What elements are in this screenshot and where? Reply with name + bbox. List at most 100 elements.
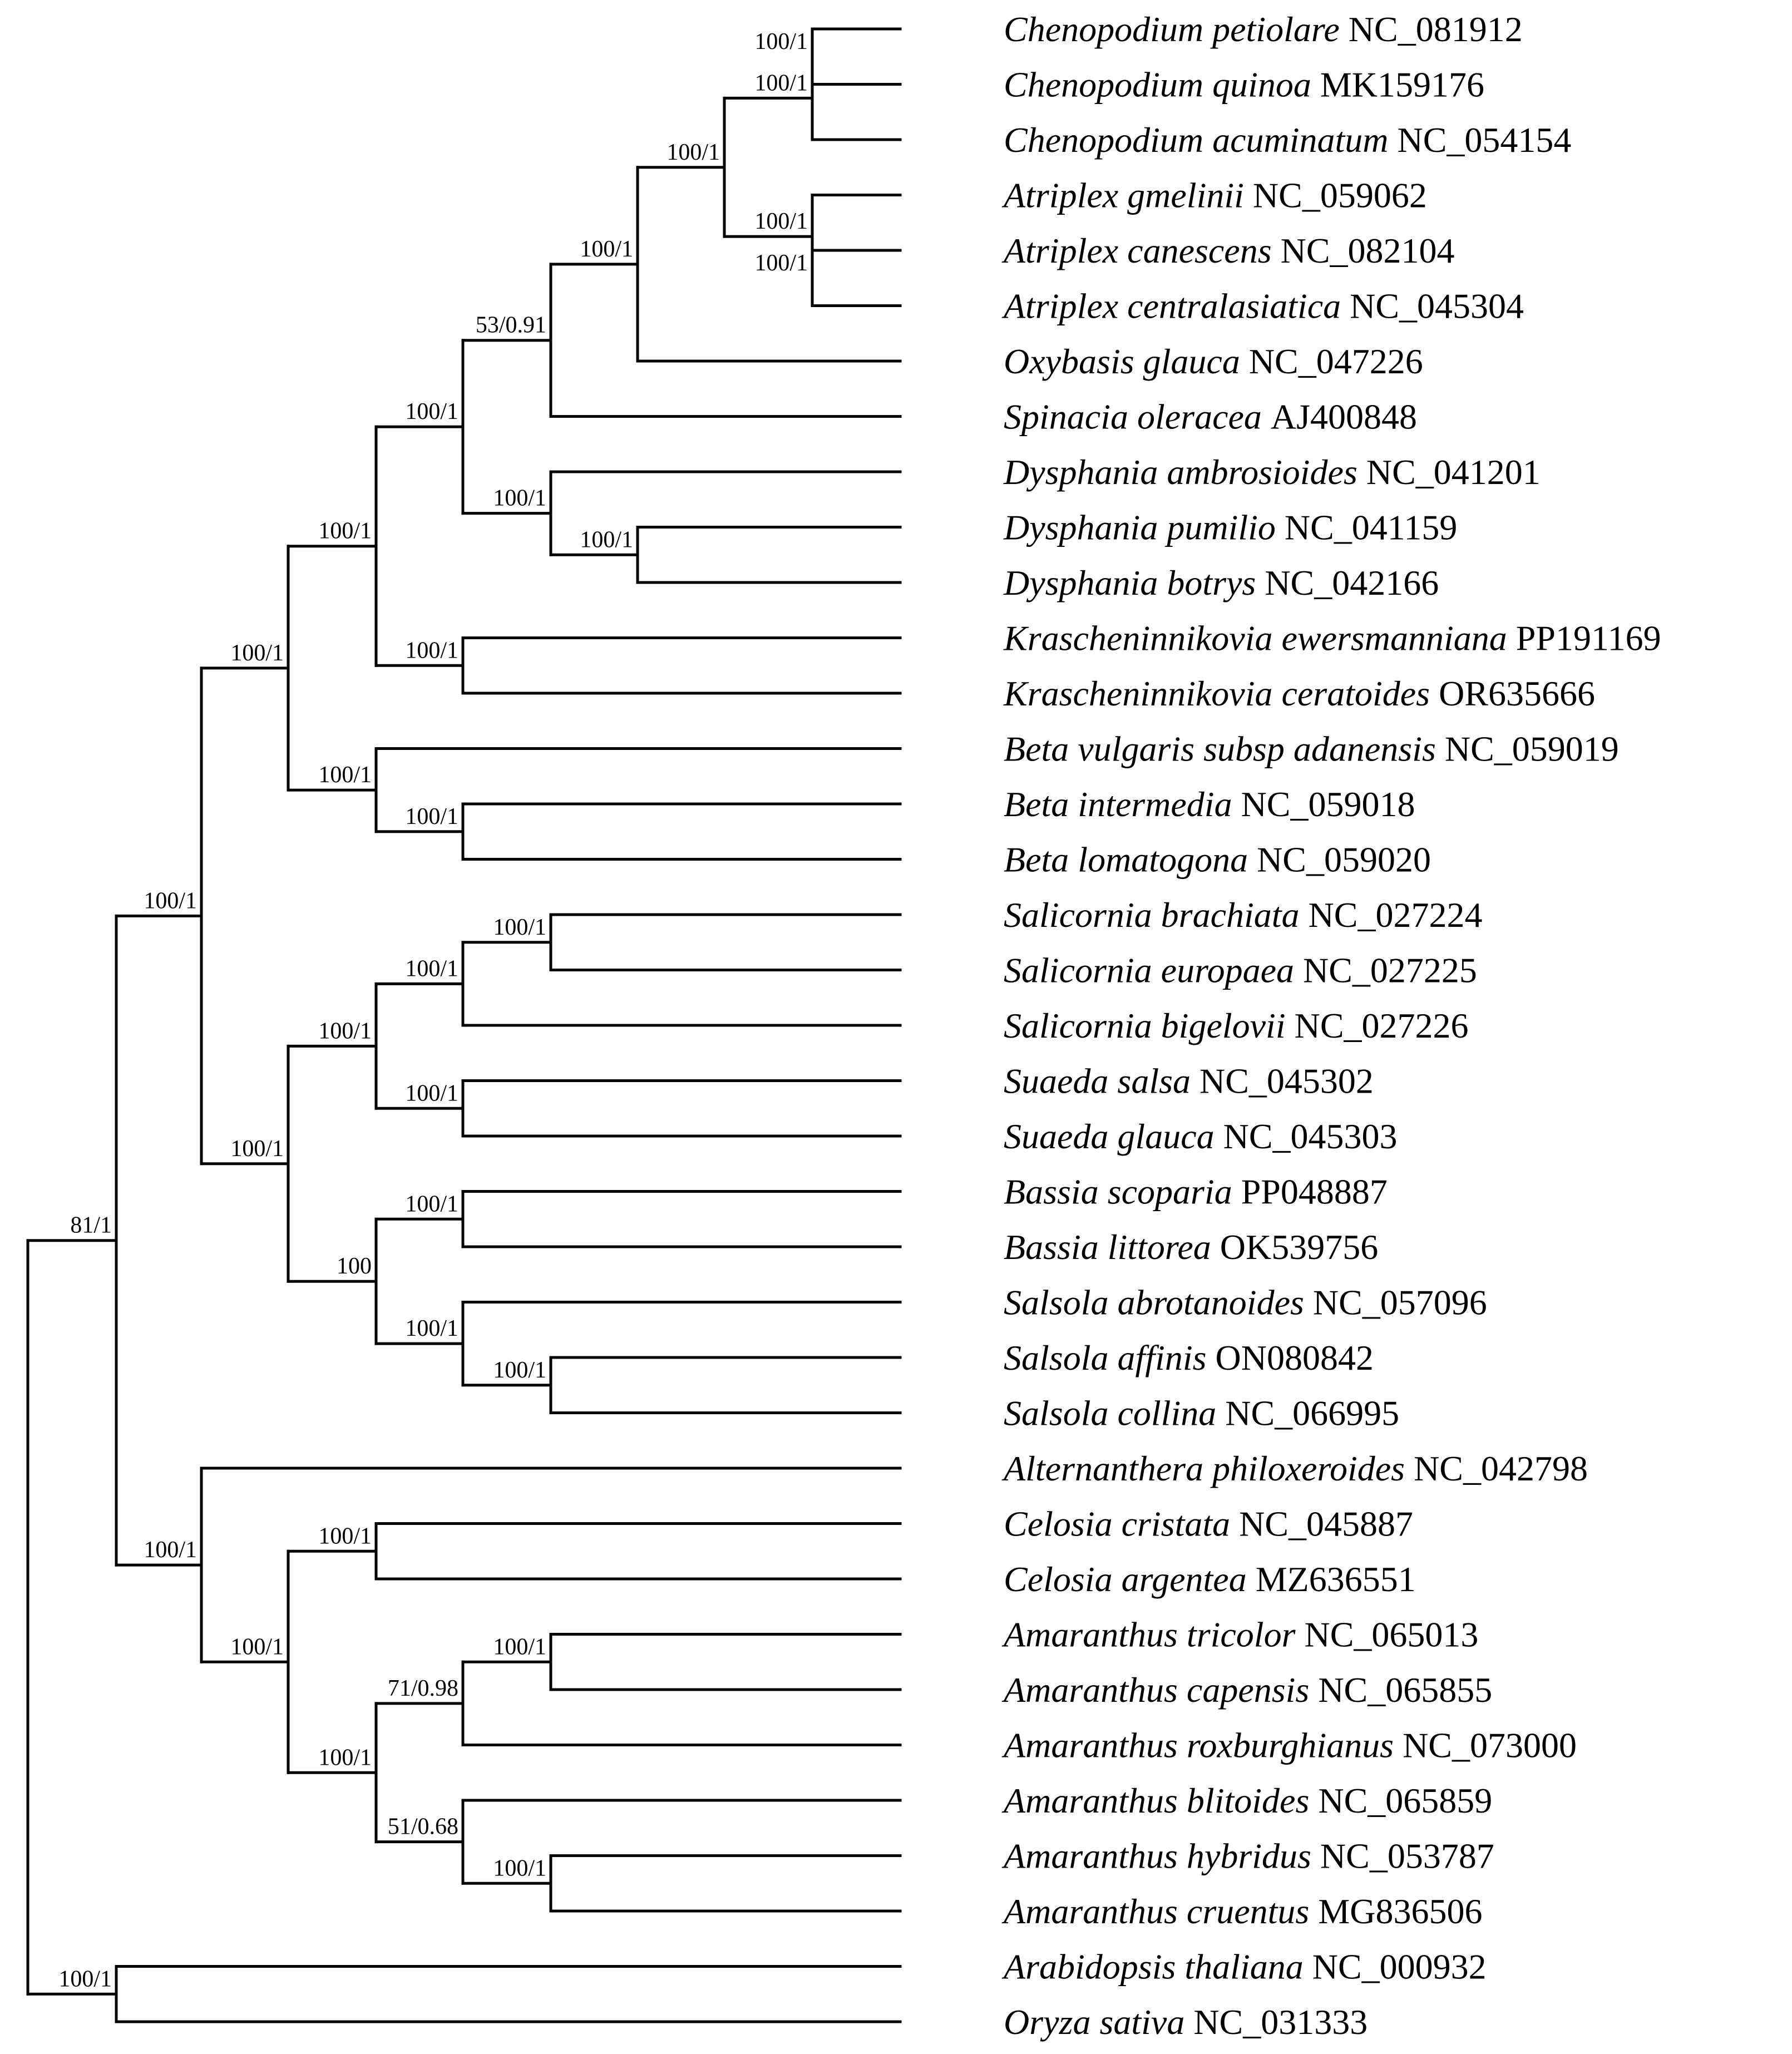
tip-label: Dysphania botrys NC_042166 <box>1003 563 1439 603</box>
support-value: 100/1 <box>667 140 720 165</box>
accession-number: NC_073000 <box>1394 1726 1577 1765</box>
support-value: 100/1 <box>144 1537 197 1563</box>
species-name: Amaranthus capensis <box>1001 1670 1309 1710</box>
tip-label: Amaranthus cruentus MG836506 <box>1001 1892 1482 1931</box>
accession-number: NC_045302 <box>1191 1061 1374 1101</box>
species-name: Suaeda salsa <box>1004 1061 1191 1101</box>
tip-label: Krascheninnikovia ewersmanniana PP191169 <box>1003 619 1661 658</box>
species-name: Chenopodium petiolare <box>1004 9 1340 49</box>
tip-label: Chenopodium petiolare NC_081912 <box>1004 9 1523 49</box>
accession-number: NC_053787 <box>1311 1836 1494 1876</box>
accession-number: OK539756 <box>1211 1227 1378 1267</box>
support-value: 100/1 <box>493 486 546 511</box>
support-value: 100/1 <box>318 762 372 788</box>
species-name: Salicornia europaea <box>1004 951 1294 990</box>
tip-label: Amaranthus capensis NC_065855 <box>1001 1670 1492 1710</box>
support-value: 71/0.98 <box>388 1676 458 1701</box>
species-name: Salicornia brachiata <box>1004 895 1300 935</box>
accession-number: NC_082104 <box>1272 231 1455 270</box>
accession-number: NC_045304 <box>1341 287 1524 326</box>
species-name: Salsola collina <box>1004 1394 1216 1433</box>
species-name: Amaranthus tricolor <box>1001 1615 1296 1655</box>
species-name: Amaranthus cruentus <box>1001 1892 1309 1931</box>
species-name: Bassia littorea <box>1004 1227 1211 1267</box>
support-value: 100/1 <box>405 638 458 663</box>
support-value: 100/1 <box>493 1634 546 1660</box>
accession-number: NC_041159 <box>1276 508 1458 547</box>
species-name: Salicornia bigelovii <box>1004 1006 1286 1045</box>
support-value: 100/1 <box>405 1191 458 1217</box>
support-value: 100/1 <box>318 1523 372 1549</box>
tip-label: Amaranthus tricolor NC_065013 <box>1001 1615 1478 1655</box>
support-value: 100/1 <box>230 1136 284 1162</box>
tip-label: Beta intermedia NC_059018 <box>1004 784 1415 824</box>
species-name: Bassia scoparia <box>1004 1172 1232 1212</box>
accession-number: PP191169 <box>1507 619 1661 658</box>
species-name: Chenopodium acuminatum <box>1004 120 1389 160</box>
tip-label: Chenopodium acuminatum NC_054154 <box>1004 120 1571 160</box>
accession-number: NC_031333 <box>1184 2002 1368 2042</box>
tip-label: Salicornia brachiata NC_027224 <box>1004 895 1482 935</box>
tip-label: Oryza sativa NC_031333 <box>1004 2002 1368 2042</box>
species-name: Krascheninnikovia ewersmanniana <box>1003 619 1507 658</box>
support-value: 53/0.91 <box>476 313 546 338</box>
accession-number: NC_059062 <box>1244 176 1427 215</box>
tip-label: Dysphania ambrosioides NC_041201 <box>1003 452 1541 492</box>
support-value: 100/1 <box>405 1316 458 1341</box>
tip-label: Amaranthus hybridus NC_053787 <box>1001 1836 1494 1876</box>
species-name: Krascheninnikovia ceratoides <box>1003 674 1430 713</box>
accession-number: NC_065855 <box>1309 1670 1492 1710</box>
accession-number: NC_027226 <box>1286 1006 1469 1045</box>
species-name: Dysphania ambrosioides <box>1003 452 1357 492</box>
accession-number: MZ636551 <box>1247 1559 1416 1599</box>
tip-label: Salsola collina NC_066995 <box>1004 1394 1399 1433</box>
species-name: Alternanthera philoxeroides <box>1001 1449 1405 1488</box>
species-name: Dysphania pumilio <box>1003 508 1276 547</box>
accession-number: NC_042798 <box>1405 1449 1588 1488</box>
accession-number: NC_081912 <box>1340 9 1523 49</box>
support-value: 100/1 <box>493 1357 546 1383</box>
species-name: Arabidopsis thaliana <box>1001 1947 1304 1987</box>
species-name: Oryza sativa <box>1004 2002 1184 2042</box>
support-value: 100 <box>337 1253 372 1279</box>
accession-number: NC_057096 <box>1304 1283 1487 1322</box>
accession-number: NC_027224 <box>1300 895 1483 935</box>
tip-label: Dysphania pumilio NC_041159 <box>1003 508 1457 547</box>
tip-label: Salicornia europaea NC_027225 <box>1004 951 1477 990</box>
accession-number: NC_000932 <box>1304 1947 1487 1987</box>
tip-label: Salsola abrotanoides NC_057096 <box>1004 1283 1487 1322</box>
tip-label: Celosia cristata NC_045887 <box>1004 1504 1413 1544</box>
support-value: 100/1 <box>405 956 458 981</box>
species-name: Atriplex centralasiatica <box>1001 287 1341 326</box>
tip-label: Krascheninnikovia ceratoides OR635666 <box>1003 674 1595 713</box>
accession-number: ON080842 <box>1207 1338 1374 1377</box>
support-value: 100/1 <box>493 1855 546 1881</box>
support-value: 100/1 <box>493 915 546 940</box>
species-name: Suaeda glauca <box>1004 1117 1215 1156</box>
tip-label: Suaeda salsa NC_045302 <box>1004 1061 1374 1101</box>
support-value: 100/1 <box>405 1080 458 1106</box>
tip-label: Bassia scoparia PP048887 <box>1004 1172 1388 1212</box>
tip-label: Celosia argentea MZ636551 <box>1004 1559 1416 1599</box>
species-name: Celosia argentea <box>1004 1559 1247 1599</box>
tip-label: Suaeda glauca NC_045303 <box>1004 1117 1398 1156</box>
species-name: Celosia cristata <box>1004 1504 1230 1544</box>
tip-label: Beta vulgaris subsp adanensis NC_059019 <box>1004 729 1619 769</box>
support-value: 100/1 <box>405 804 458 830</box>
accession-number: PP048887 <box>1232 1172 1388 1212</box>
tip-label: Alternanthera philoxeroides NC_042798 <box>1001 1449 1588 1488</box>
accession-number: NC_027225 <box>1294 951 1477 990</box>
species-name: Beta lomatogona <box>1004 840 1248 880</box>
support-value: 100/1 <box>318 1745 372 1770</box>
support-value: 100/1 <box>580 527 633 552</box>
accession-number: NC_047226 <box>1240 342 1423 381</box>
support-value: 51/0.68 <box>388 1814 458 1840</box>
accession-number: NC_066995 <box>1216 1394 1399 1433</box>
species-name: Spinacia oleracea <box>1004 397 1262 437</box>
species-name: Atriplex gmelinii <box>1001 176 1244 215</box>
species-name: Amaranthus hybridus <box>1001 1836 1311 1876</box>
species-name: Amaranthus blitoides <box>1001 1781 1309 1820</box>
tip-label: Spinacia oleracea AJ400848 <box>1004 397 1417 437</box>
